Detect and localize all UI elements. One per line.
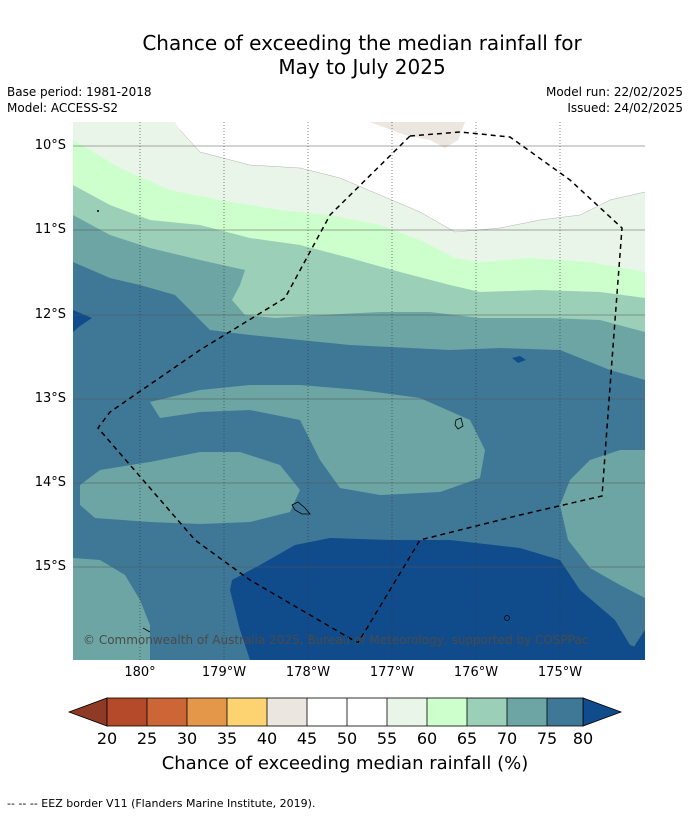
lat-label: 12°S [34,307,66,322]
lon-label: 179°W [201,665,247,680]
band-45-55 [73,122,645,232]
lat-label: 11°S [34,222,66,237]
probability-contours [73,122,645,660]
issued-text: Issued: 24/02/2025 [567,101,683,115]
band-above-80-west [73,310,92,332]
colorbar-bin [267,698,307,726]
contour-lines [179,129,645,233]
colorbar-tick-label: 65 [456,729,478,748]
colorbar [67,697,623,727]
lon-label: 180° [124,665,156,680]
colorbar-bin [307,698,347,726]
colorbar-tick-label: 60 [416,729,438,748]
band-above-80-dot [512,356,526,363]
eez-footnote: -- -- -- EEZ border V11 (Flanders Marine… [7,797,316,810]
island [142,627,151,633]
lon-label: 176°W [453,665,499,680]
colorbar-bin [107,698,147,726]
colorbar-bin [387,698,427,726]
lat-label: 13°S [34,391,66,406]
colorbar-bin [467,698,507,726]
colorbar-bin [507,698,547,726]
eez-border [97,131,623,645]
lon-label: 175°W [537,665,583,680]
latitude-gridlines [73,145,645,568]
band-70-75-central [150,385,485,495]
colorbar-tick-label: 45 [296,729,318,748]
colorbar-tick-label: 25 [136,729,158,748]
colorbar-tick-label: 20 [96,729,118,748]
colorbar-bin [427,698,467,726]
lat-label: 15°S [34,559,66,574]
lat-label: 10°S [34,138,66,153]
lon-label: 178°W [285,665,331,680]
lat-label: 14°S [34,475,66,490]
colorbar-tick-label: 55 [376,729,398,748]
colorbar-tick-label: 50 [336,729,358,748]
colorbar-extend-high [582,697,623,727]
colorbar-bin [547,698,583,726]
base-period-text: Base period: 1981-2018 [7,85,152,99]
band-70-75-east [560,450,645,598]
colorbar-bin [227,698,267,726]
colorbar-extend-low [67,697,108,727]
island [97,210,99,212]
colorbar-label: Chance of exceeding median rainfall (%) [161,753,529,774]
island [291,501,311,515]
map-title-line-1: Chance of exceeding the median rainfall … [142,31,582,55]
island [504,615,510,621]
lon-label: 177°W [369,665,415,680]
model-text: Model: ACCESS-S2 [7,101,119,115]
band-70-75-sw [73,558,150,660]
band-70-75-west [80,452,300,524]
island [454,417,464,430]
map-title-line-2: May to July 2025 [278,55,446,79]
band-40-45 [370,122,465,148]
colorbar-tick-label: 80 [572,729,594,748]
colorbar-tick-label: 30 [176,729,198,748]
model-run-text: Model run: 22/02/2025 [545,85,683,99]
colorbar-tick-label: 35 [216,729,238,748]
colorbar-bin [147,698,187,726]
band-above-80-se [632,630,645,660]
colorbar-tick-label: 75 [536,729,558,748]
colorbar-bin [347,698,387,726]
colorbar-bin [187,698,227,726]
colorbar-tick-label: 40 [256,729,278,748]
copyright-text: © Commonwealth of Australia 2025, Bureau… [83,633,589,647]
colorbar-tick-label: 70 [496,729,518,748]
